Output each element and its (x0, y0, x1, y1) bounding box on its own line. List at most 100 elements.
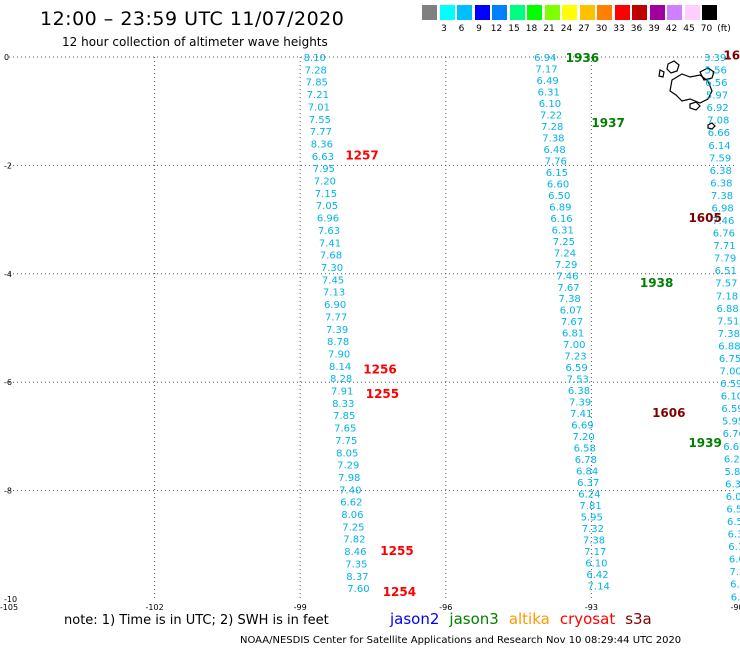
wave-height-label: 6.09 (726, 492, 740, 503)
wave-height-label: 6.90 (324, 300, 346, 311)
wave-height-label: 6.56 (705, 78, 727, 89)
wave-height-label: 6.88 (718, 341, 740, 352)
wave-height-label: 7.65 (334, 424, 356, 435)
wave-height-label: 7.18 (716, 291, 738, 302)
wave-height-label: 7.28 (541, 122, 563, 133)
wave-height-label: 7.00 (563, 340, 585, 351)
wave-height-label: 5.84 (725, 467, 740, 478)
wave-height-label: 6.10 (585, 558, 607, 569)
wave-height-label: 7.29 (555, 260, 577, 271)
wave-height-label: 6.81 (562, 329, 584, 340)
wave-height-label: 7.21 (307, 90, 329, 101)
wave-height-label: 5.97 (706, 91, 728, 102)
wave-height-label: 5.95 (581, 513, 603, 524)
satellite-legend: jason2 jason3 altika cryosat s3a (390, 610, 662, 628)
scale-swatch (422, 5, 437, 20)
wave-height-label: 6.38 (568, 386, 590, 397)
wave-height-label: 8.33 (332, 399, 354, 410)
wave-height-label: 6.89 (549, 202, 571, 213)
legend-item-jason3: jason3 (449, 610, 499, 628)
wave-height-label: 7.95 (313, 164, 335, 175)
scale-swatch (527, 5, 542, 20)
wave-height-label: 6.38 (710, 178, 732, 189)
wave-height-label: 7.39 (569, 398, 591, 409)
wave-height-label: 7.08 (707, 116, 729, 127)
wave-height-label: 7.17 (584, 547, 606, 558)
scale-swatch (457, 5, 472, 20)
scale-swatch (597, 5, 612, 20)
wave-height-label: 6.75 (719, 354, 740, 365)
y-tick-label: -8 (4, 487, 12, 496)
scale-label: 21 (543, 24, 555, 34)
wave-height-label: 6.31 (552, 225, 574, 236)
wave-height-label: 7.79 (714, 254, 736, 265)
wave-height-label: 7.30 (321, 263, 343, 274)
wave-height-label: 7.68 (320, 251, 342, 262)
wave-height-label: 7.85 (306, 78, 328, 89)
scale-label: 18 (525, 24, 538, 34)
wave-height-label: 7.38 (542, 133, 564, 144)
wave-height-label: 8.46 (344, 547, 366, 558)
wave-height-label: 6.21 (724, 454, 740, 465)
wave-height-label: 8.37 (346, 572, 368, 583)
scale-label: 33 (613, 24, 625, 34)
wave-height-label: 6.96 (317, 214, 339, 225)
y-tick-label: -4 (4, 270, 12, 279)
scale-swatch (544, 5, 560, 20)
pass-time-label: 1257 (345, 149, 378, 163)
wave-height-label: 6.10 (721, 392, 740, 403)
wave-height-label: 7.38 (718, 329, 740, 340)
scale-swatch (579, 5, 595, 20)
wave-height-label: 8.78 (327, 337, 349, 348)
x-tick-label: -93 (585, 603, 598, 612)
wave-height-label: 7.82 (343, 535, 365, 546)
wave-height-label: 7.38 (711, 191, 733, 202)
wave-height-label: 6.98 (711, 203, 733, 214)
scale-swatch (474, 5, 490, 20)
wave-height-label: 7.38 (583, 535, 605, 546)
wave-height-label: 7.41 (319, 238, 341, 249)
wave-height-label: 6.38 (728, 530, 740, 541)
map-frame (9, 57, 737, 599)
wave-height-label: 6.78 (575, 455, 597, 466)
map-labels: -105-102-99-96-93-900-2-4-6-8-108.107.28… (0, 48, 740, 612)
scale-label: 6 (458, 24, 465, 34)
scale-swatch (684, 5, 700, 20)
scale-swatch (562, 5, 577, 20)
wave-height-label: 7.21 (729, 567, 740, 578)
wave-height-label: 8.05 (336, 448, 358, 459)
wave-height-label: 7.91 (331, 387, 353, 398)
wave-height-label: 6.24 (578, 490, 600, 501)
page-subtitle: 12 hour collection of altimeter wave hei… (62, 35, 328, 49)
pass-time-label: 1255 (366, 387, 399, 401)
wave-height-label: 7.24 (554, 248, 576, 259)
wave-height-label: 6.60 (547, 179, 569, 190)
wave-height-label: 7.20 (314, 177, 336, 188)
pass-time-label: 1256 (363, 363, 396, 377)
pass-time-label: 1939 (688, 436, 721, 450)
wave-height-label: 7.15 (315, 189, 337, 200)
page-title: 12:00 – 23:59 UTC 11/07/2020 (40, 8, 345, 30)
scale-label: 9 (476, 24, 482, 34)
pass-time-label: 1938 (640, 276, 673, 290)
wave-height-label: 7.14 (588, 581, 610, 592)
scale-label: 39 (648, 24, 660, 34)
wave-height-label: 7.75 (335, 436, 357, 447)
y-tick-label: -10 (4, 595, 17, 604)
wave-height-label: 7.41 (570, 409, 592, 420)
wave-height-label: 7.60 (347, 584, 369, 595)
wave-height-label: 7.59 (709, 153, 731, 164)
wave-height-label: 6.15 (546, 168, 568, 179)
wave-height-label: 7.40 (339, 485, 361, 496)
wave-height-label: 6.59 (727, 517, 740, 528)
wave-height-label: 6.34 (725, 479, 740, 490)
wave-height-label: 6.41 (730, 580, 740, 591)
wave-height-label: 6.58 (574, 444, 596, 455)
wave-height-label: 6.51 (715, 266, 737, 277)
y-tick-label: -2 (4, 161, 12, 170)
wave-height-label: 7.46 (712, 216, 734, 227)
wave-height-label: 7.46 (556, 271, 578, 282)
wave-height-label: 7.35 (345, 559, 367, 570)
wave-height-label: 6.92 (707, 103, 729, 114)
wave-height-label: 7.22 (540, 110, 562, 121)
